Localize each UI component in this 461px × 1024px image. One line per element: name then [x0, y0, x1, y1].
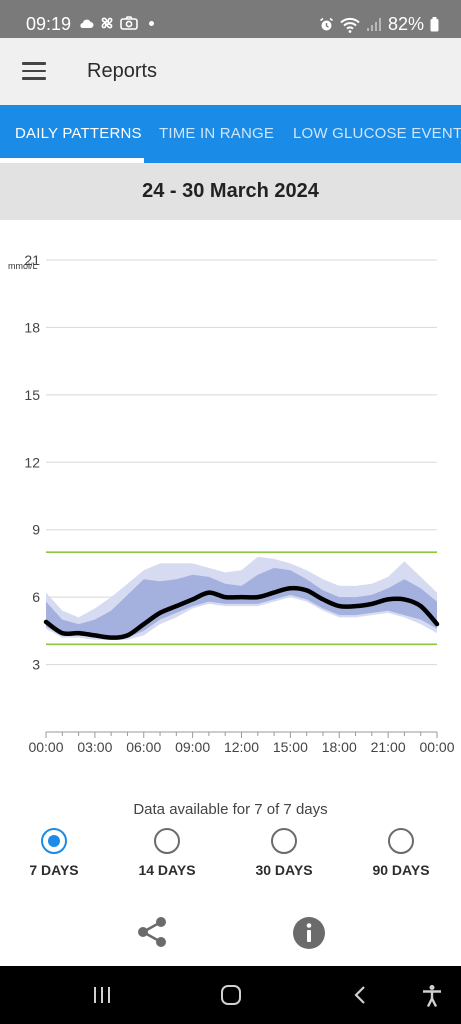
date-range-header: 24 - 30 March 2024: [0, 163, 461, 220]
x-tick-label: 03:00: [77, 739, 112, 755]
tab-time-in-range[interactable]: TIME IN RANGE: [159, 125, 275, 142]
range-option-7-days[interactable]: 7 DAYS: [9, 828, 99, 878]
radio-unselected-icon[interactable]: [388, 828, 414, 854]
y-tick-label: 21: [24, 252, 40, 268]
x-tick-label: 18:00: [322, 739, 357, 755]
tab-daily-patterns[interactable]: DAILY PATTERNS: [15, 125, 142, 142]
radio-unselected-icon[interactable]: [154, 828, 180, 854]
daily-patterns-chart: mmol/L 3 6 9 12 15 18 21 00:00 03:00 06:00 09:00 12:…: [0, 250, 461, 770]
range-option-label: 90 DAYS: [372, 862, 430, 878]
x-tick-label: 15:00: [273, 739, 308, 755]
x-tick-label: 21:00: [371, 739, 406, 755]
notification-dot: [149, 20, 154, 26]
tab-low-glucose-events[interactable]: LOW GLUCOSE EVENTS: [293, 125, 461, 142]
battery-percent: 82%: [387, 14, 424, 34]
hamburger-menu-icon[interactable]: [22, 62, 46, 80]
active-tab-indicator: [0, 158, 144, 163]
wifi-icon: [340, 17, 360, 33]
status-left-icons: [78, 15, 154, 31]
radio-selected-icon[interactable]: [41, 828, 67, 854]
range-option-30-days[interactable]: 30 DAYS: [239, 828, 329, 878]
camera-icon: [120, 16, 138, 30]
range-option-14-days[interactable]: 14 DAYS: [122, 828, 212, 878]
fan-icon: [101, 17, 113, 29]
status-right-icons: 82%: [319, 14, 439, 35]
recents-icon[interactable]: [91, 984, 113, 1006]
chart-svg: mmol/L 3 6 9 12 15 18 21 00:00 03:00 06:00 09:00 12:…: [8, 252, 455, 755]
x-tick-label: 09:00: [175, 739, 210, 755]
y-tick-label: 12: [24, 454, 40, 470]
x-tick-label: 00:00: [419, 739, 454, 755]
system-nav-bar: [0, 966, 461, 1024]
status-bar: 09:19 82%: [0, 0, 461, 38]
signal-icon: [366, 18, 381, 31]
back-icon[interactable]: [350, 984, 372, 1006]
status-time: 09:19: [26, 14, 72, 34]
accessibility-icon[interactable]: [421, 984, 443, 1008]
y-tick-label: 3: [32, 657, 40, 673]
cloud-icon: [80, 19, 94, 28]
app-bar: Reports: [0, 38, 461, 105]
x-tick-label: 06:00: [126, 739, 161, 755]
inner-percentile-band: [46, 567, 437, 638]
y-tick-label: 18: [24, 319, 40, 335]
y-axis-unit-label: mmol/L: [8, 261, 38, 271]
x-tick-label: 12:00: [224, 739, 259, 755]
y-tick-label: 9: [32, 522, 40, 538]
battery-icon: [430, 17, 439, 32]
home-icon[interactable]: [219, 984, 243, 1006]
share-icon[interactable]: [134, 914, 170, 950]
x-tick-label: 00:00: [28, 739, 63, 755]
report-tabs: DAILY PATTERNS TIME IN RANGE LOW GLUCOSE…: [0, 105, 461, 163]
page-title: Reports: [87, 60, 158, 82]
y-tick-label: 6: [32, 589, 40, 605]
range-option-label: 7 DAYS: [29, 862, 79, 878]
range-options: 7 DAYS 14 DAYS 30 DAYS 90 DAYS: [0, 828, 461, 888]
data-available-text: Data available for 7 of 7 days: [133, 801, 328, 818]
range-option-label: 30 DAYS: [255, 862, 313, 878]
median-line: [43, 585, 440, 640]
radio-unselected-icon[interactable]: [271, 828, 297, 854]
range-option-90-days[interactable]: 90 DAYS: [356, 828, 446, 878]
y-tick-label: 15: [24, 387, 40, 403]
info-icon[interactable]: [292, 916, 326, 950]
alarm-icon: [319, 17, 333, 31]
range-option-label: 14 DAYS: [138, 862, 196, 878]
